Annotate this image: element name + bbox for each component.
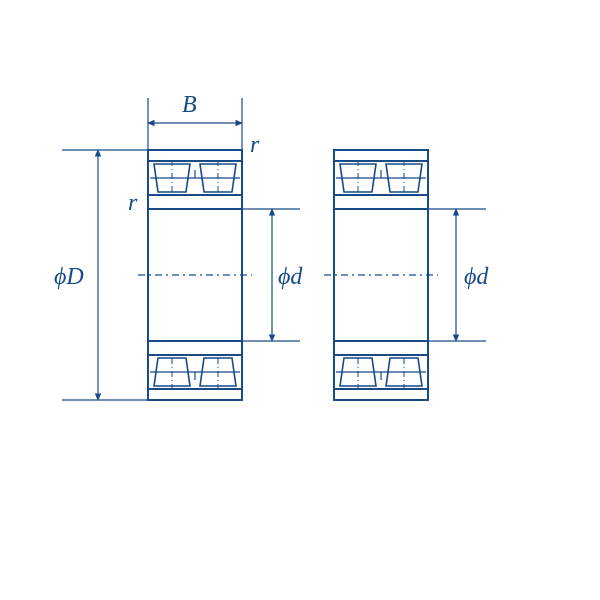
label-phid-mid: ϕd [278, 264, 303, 290]
label-B: B [182, 92, 197, 118]
left-top-rollers [150, 160, 240, 196]
left-bottom-rollers [150, 354, 240, 390]
left-cross-section [138, 150, 252, 400]
label-r-top: r [250, 132, 260, 158]
right-cross-section [324, 150, 438, 400]
dimensions: B r r ϕD ϕd ϕd [54, 92, 489, 400]
label-phid-right: ϕd [464, 264, 489, 290]
label-r-left: r [128, 190, 138, 216]
bearing-cross-section-diagram: B r r ϕD ϕd ϕd [0, 0, 600, 600]
right-bottom-rollers [336, 354, 426, 390]
right-top-rollers [336, 160, 426, 196]
label-phiD: ϕD [54, 264, 84, 290]
